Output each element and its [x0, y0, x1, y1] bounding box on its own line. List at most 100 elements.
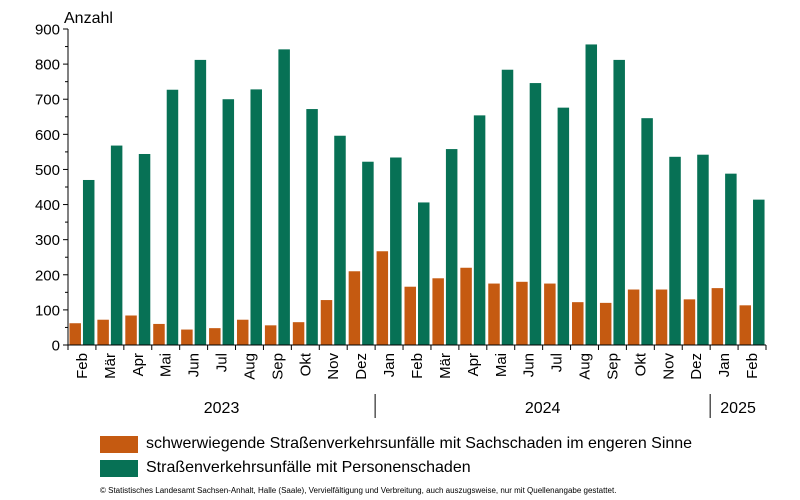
y-tick-label-200: 200 [35, 267, 60, 284]
x-tick-label-12: Feb [409, 353, 426, 379]
bar-personenschaden-1 [110, 145, 123, 345]
bar-sachschaden-11 [376, 251, 389, 345]
bar-personenschaden-10 [362, 161, 374, 345]
year-label-2023: 2023 [204, 400, 240, 417]
bars-group [69, 44, 765, 346]
bar-sachschaden-0 [69, 323, 81, 345]
bar-personenschaden-17 [557, 107, 570, 345]
bar-sachschaden-19 [599, 302, 612, 345]
bar-personenschaden-4 [194, 59, 207, 346]
bar-sachschaden-7 [264, 325, 277, 345]
bar-sachschaden-15 [488, 283, 500, 345]
bar-sachschaden-14 [460, 267, 472, 345]
x-tick-label-1: Mär [102, 353, 119, 379]
legend: schwerwiegende Straßenverkehrsunfälle mi… [100, 432, 692, 480]
y-tick-label-800: 800 [35, 57, 60, 74]
bar-sachschaden-1 [97, 319, 109, 345]
bar-sachschaden-8 [292, 322, 305, 345]
bar-sachschaden-6 [236, 319, 249, 345]
bar-personenschaden-24 [753, 199, 765, 345]
bar-personenschaden-15 [501, 69, 514, 346]
y-tick-label-0: 0 [52, 338, 60, 355]
bar-personenschaden-23 [725, 173, 737, 345]
bar-personenschaden-11 [390, 157, 402, 345]
bar-personenschaden-5 [222, 99, 235, 345]
axes-group: 0 100 200 300 400 500 600 700 800 900 Feb Mär Apr Mai… [35, 22, 767, 418]
bar-personenschaden-13 [445, 149, 458, 345]
y-tick-label-500: 500 [35, 162, 60, 179]
bar-sachschaden-5 [209, 328, 221, 345]
bar-sachschaden-16 [516, 281, 528, 345]
legend-swatch-sachschaden [100, 435, 138, 453]
bar-personenschaden-0 [82, 179, 95, 345]
bar-sachschaden-18 [572, 302, 584, 345]
bar-personenschaden-6 [250, 89, 262, 345]
legend-swatch-personenschaden [100, 459, 138, 477]
x-tick-label-3: Mai [158, 353, 175, 377]
x-tick-label-22: Dez [688, 353, 705, 380]
y-tick-label-900: 900 [35, 22, 60, 39]
x-tick-label-4: Jun [186, 353, 203, 377]
year-label-2024: 2024 [525, 400, 561, 417]
bar-sachschaden-10 [348, 271, 361, 345]
bar-personenschaden-9 [334, 135, 346, 345]
y-axis-title: Anzahl [64, 10, 113, 27]
bar-sachschaden-24 [739, 305, 752, 345]
bar-personenschaden-12 [418, 202, 430, 345]
x-tick-label-7: Sep [269, 353, 286, 380]
bar-personenschaden-18 [585, 44, 598, 346]
bar-sachschaden-17 [544, 283, 556, 345]
x-tick-label-2: Apr [130, 353, 147, 376]
bar-personenschaden-19 [613, 59, 625, 346]
legend-item-personenschaden: Straßenverkehrsunfälle mit Personenschad… [100, 456, 692, 480]
x-tick-label-15: Mai [493, 353, 510, 377]
bar-personenschaden-7 [278, 49, 290, 346]
bar-personenschaden-14 [473, 115, 486, 345]
x-tick-label-16: Jun [521, 353, 538, 377]
legend-item-sachschaden: schwerwiegende Straßenverkehrsunfälle mi… [100, 432, 692, 456]
x-tick-label-19: Sep [604, 353, 621, 380]
x-tick-label-11: Jan [381, 353, 398, 377]
x-tick-label-23: Jan [716, 353, 733, 377]
y-tick-label-700: 700 [35, 92, 60, 109]
bar-personenschaden-16 [529, 83, 542, 346]
x-tick-label-9: Nov [325, 353, 342, 380]
year-label-2025: 2025 [720, 400, 756, 417]
bar-sachschaden-21 [655, 289, 668, 345]
bar-personenschaden-8 [306, 109, 318, 345]
bar-sachschaden-9 [320, 300, 333, 345]
x-tick-label-6: Aug [241, 353, 258, 380]
bar-sachschaden-23 [711, 288, 724, 345]
x-tick-label-13: Mär [437, 353, 454, 379]
copyright-footer: © Statistisches Landesamt Sachsen-Anhalt… [100, 486, 617, 495]
x-tick-label-21: Nov [660, 353, 677, 380]
legend-label-personenschaden: Straßenverkehrsunfälle mit Personenschad… [146, 459, 471, 476]
bar-sachschaden-4 [181, 329, 193, 345]
bar-sachschaden-22 [683, 299, 696, 345]
x-tick-label-10: Dez [353, 353, 370, 380]
bar-chart: Anzahl 0 100 200 300 400 500 600 700 800 900 Feb Mä… [35, 10, 767, 418]
x-tick-label-8: Okt [297, 352, 314, 376]
bar-sachschaden-2 [125, 315, 137, 345]
y-tick-label-300: 300 [35, 232, 60, 249]
bar-sachschaden-20 [627, 289, 640, 345]
legend-label-sachschaden: schwerwiegende Straßenverkehrsunfälle mi… [146, 435, 693, 452]
y-tick-label-100: 100 [35, 302, 60, 319]
x-tick-label-14: Apr [465, 353, 482, 376]
x-tick-label-20: Okt [632, 352, 649, 376]
bar-personenschaden-2 [138, 153, 151, 345]
x-tick-label-17: Jul [549, 353, 566, 372]
bar-personenschaden-3 [166, 89, 179, 346]
x-tick-label-0: Feb [74, 353, 91, 379]
bar-personenschaden-22 [697, 154, 709, 345]
y-tick-label-600: 600 [35, 127, 60, 144]
x-tick-label-24: Feb [744, 353, 761, 379]
bar-sachschaden-12 [404, 286, 416, 345]
bar-sachschaden-13 [432, 278, 444, 345]
bar-personenschaden-21 [669, 156, 681, 345]
x-tick-label-18: Aug [577, 353, 594, 380]
x-tick-label-5: Jul [214, 353, 231, 372]
y-tick-label-400: 400 [35, 197, 60, 214]
bar-sachschaden-3 [153, 323, 165, 345]
bar-personenschaden-20 [641, 118, 653, 345]
